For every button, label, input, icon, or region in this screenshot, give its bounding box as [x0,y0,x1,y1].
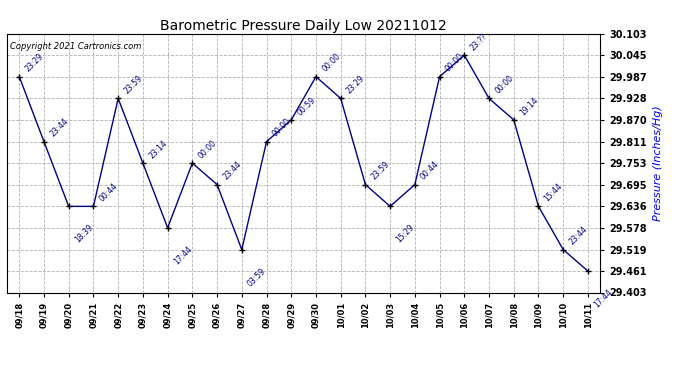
Text: 23:29: 23:29 [345,74,366,96]
Text: 00:44: 00:44 [419,160,441,182]
Text: 00:00: 00:00 [197,138,219,160]
Text: 00:00: 00:00 [320,52,342,74]
Text: 00:59: 00:59 [295,95,317,117]
Text: 23:44: 23:44 [567,225,589,247]
Text: 17:44: 17:44 [172,244,194,266]
Text: 23:59: 23:59 [122,74,144,96]
Text: 00:00: 00:00 [270,117,293,139]
Text: Copyright 2021 Cartronics.com: Copyright 2021 Cartronics.com [10,42,141,51]
Text: 17:44: 17:44 [592,288,614,309]
Text: 23:44: 23:44 [48,117,70,139]
Text: 23:??: 23:?? [469,32,489,53]
Text: 00:00: 00:00 [444,52,466,74]
Text: 23:29: 23:29 [23,52,45,74]
Text: 00:44: 00:44 [97,182,119,204]
Text: 18:39: 18:39 [73,223,95,245]
Text: 00:00: 00:00 [493,74,515,96]
Text: 23:14: 23:14 [147,139,169,160]
Text: 19:14: 19:14 [518,95,540,117]
Title: Barometric Pressure Daily Low 20211012: Barometric Pressure Daily Low 20211012 [160,19,447,33]
Y-axis label: Pressure (Inches/Hg): Pressure (Inches/Hg) [653,105,662,221]
Text: 03:59: 03:59 [246,266,268,288]
Text: 23:44: 23:44 [221,160,243,182]
Text: 15:29: 15:29 [394,223,416,245]
Text: 15:44: 15:44 [542,182,564,204]
Text: 23:59: 23:59 [370,160,391,182]
